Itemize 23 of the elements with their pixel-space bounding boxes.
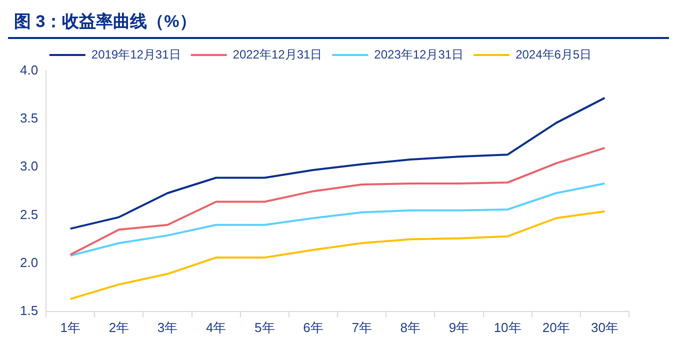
legend-label: 2019年12月31日 — [91, 47, 181, 62]
x-tick-label: 4年 — [206, 320, 226, 335]
x-tick-label: 2年 — [108, 320, 130, 335]
x-tick-label: 10年 — [494, 320, 522, 335]
y-tick-label: 4.0 — [20, 62, 38, 78]
legend-label: 2024年6月5日 — [516, 47, 592, 62]
x-tick-label: 1年 — [60, 320, 80, 335]
y-tick-label: 1.5 — [20, 302, 38, 318]
legend-label: 2022年12月31日 — [232, 47, 322, 62]
y-tick-label: 2.0 — [20, 254, 38, 270]
x-tick-label: 6年 — [303, 320, 324, 335]
chart-title: 图 3：收益率曲线（%） — [8, 8, 669, 39]
x-tick-label: 3年 — [157, 320, 178, 335]
x-tick-label: 20年 — [542, 320, 570, 335]
x-tick-label: 30年 — [590, 320, 618, 335]
y-tick-label: 3.5 — [20, 110, 38, 126]
x-tick-label: 5年 — [254, 320, 275, 335]
x-tick-label: 9年 — [448, 320, 470, 335]
x-tick-label: 8年 — [400, 320, 421, 335]
legend-label: 2023年12月31日 — [374, 47, 464, 62]
y-tick-label: 3.0 — [20, 158, 38, 174]
y-tick-label: 2.5 — [20, 206, 38, 222]
x-tick-label: 7年 — [352, 320, 372, 335]
